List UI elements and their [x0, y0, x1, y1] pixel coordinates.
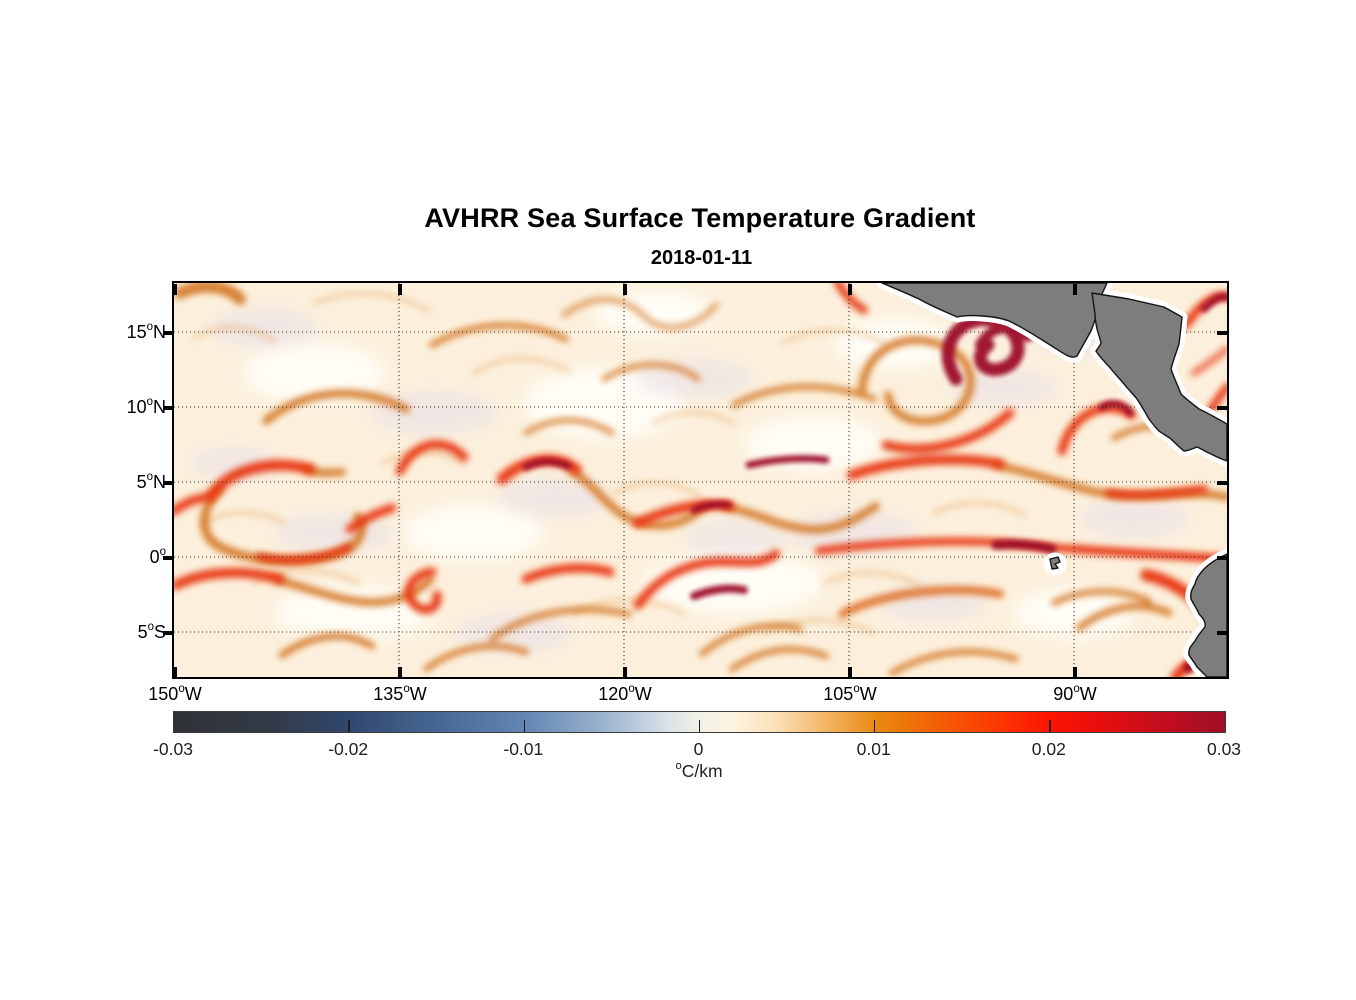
- x-tick-label: 120oW: [598, 682, 652, 704]
- colorbar-tick-label: 0.01: [856, 739, 891, 759]
- land-masses: [876, 283, 1227, 677]
- y-tick-mark-right: [1217, 556, 1228, 560]
- y-tick-label: 15oN: [126, 320, 166, 342]
- colorbar-tick-label: -0.01: [503, 739, 544, 759]
- x-tick-label: 90oW: [1053, 682, 1097, 704]
- x-tick-label: 135oW: [373, 682, 427, 704]
- y-tick-mark-right: [1217, 406, 1228, 410]
- y-tick-mark-right: [1217, 631, 1228, 635]
- y-tick-label: 5oS: [137, 620, 166, 642]
- y-tick-label: 0o: [149, 545, 166, 567]
- colorbar-tick-mark: [698, 720, 701, 732]
- colorbar-tick-mark: [1049, 720, 1051, 732]
- colorbar-tick-label: -0.02: [328, 739, 369, 759]
- x-tick-mark-bottom: [398, 667, 402, 678]
- x-tick-label: 150oW: [148, 682, 202, 704]
- land-galapagos: [1049, 556, 1061, 570]
- x-tick-mark-bottom: [623, 667, 627, 678]
- colorbar: [173, 711, 1226, 733]
- x-tick-label: 105oW: [823, 682, 877, 704]
- y-tick-mark-left: [163, 631, 173, 635]
- x-tick-mark-top: [173, 284, 177, 295]
- colorbar-tick-mark: [523, 720, 526, 732]
- y-tick-mark-right: [1217, 331, 1228, 335]
- colorbar-tick-label: 0.02: [1031, 739, 1066, 759]
- colorbar-tick-label: -0.03: [153, 739, 193, 759]
- colorbar-tick-label: 0.03: [1206, 739, 1242, 759]
- x-tick-mark-top: [1073, 284, 1077, 295]
- y-tick-mark-left: [163, 406, 173, 410]
- colorbar-units-label: oC/km: [675, 760, 723, 781]
- y-tick-label: 5oN: [136, 470, 166, 492]
- colorbar-tick-label: 0: [693, 739, 704, 759]
- y-tick-mark-left: [163, 481, 173, 485]
- map-plot-area: [172, 281, 1229, 679]
- land-mexico: [881, 283, 1108, 358]
- y-tick-mark-left: [163, 556, 173, 560]
- orange-gradient-filaments: [174, 283, 1227, 676]
- y-tick-label: 10oN: [126, 395, 166, 417]
- land-central-america: [1091, 292, 1227, 462]
- x-tick-mark-bottom: [1073, 667, 1077, 678]
- graticule-gridlines: [174, 283, 1227, 677]
- x-tick-mark-bottom: [173, 667, 177, 678]
- y-tick-mark-right: [1217, 481, 1228, 485]
- land-south-america: [1188, 553, 1227, 677]
- x-tick-mark-top: [623, 284, 627, 295]
- colorbar-tick-mark: [873, 720, 876, 732]
- x-tick-mark-top: [848, 284, 852, 295]
- plot-title: AVHRR Sea Surface Temperature Gradient: [424, 203, 976, 233]
- plot-subtitle-date: 2018-01-11: [650, 247, 753, 269]
- x-tick-mark-top: [398, 284, 402, 295]
- colorbar-tick-mark: [348, 720, 350, 732]
- x-tick-mark-bottom: [848, 667, 852, 678]
- sst-gradient-field: [174, 283, 1227, 677]
- y-tick-mark-left: [163, 331, 173, 335]
